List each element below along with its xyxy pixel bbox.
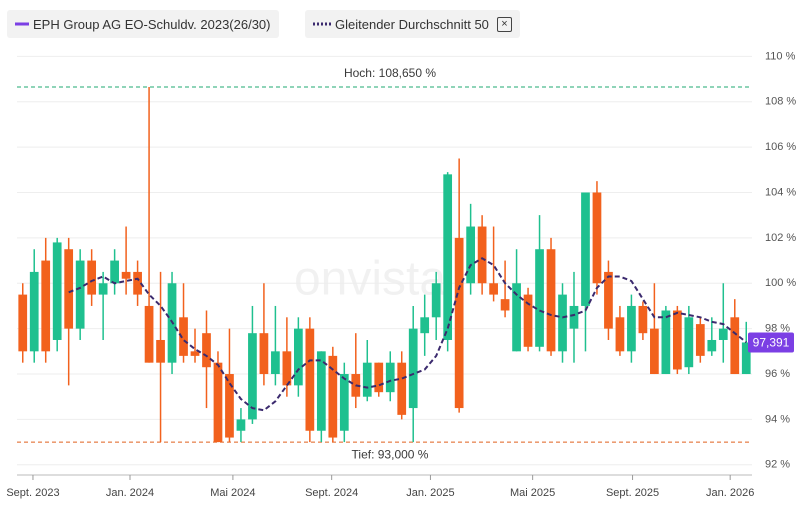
candle-body — [179, 317, 188, 356]
candle-body — [121, 271, 131, 279]
candle-body — [305, 328, 315, 431]
candle-body — [259, 333, 269, 375]
legend-label: Gleitender Durchschnitt 50 — [335, 16, 489, 32]
y-tick-label: 92 % — [765, 459, 790, 471]
candle-body — [489, 283, 498, 295]
candle-body — [638, 305, 648, 334]
candle-body — [385, 362, 395, 393]
candle-body — [202, 333, 211, 368]
candle-body — [144, 305, 154, 363]
watermark: onvista — [294, 253, 446, 306]
remove-button[interactable]: × — [496, 16, 512, 32]
legend-swatch — [313, 22, 331, 26]
candle-body — [512, 283, 521, 352]
candle-body — [558, 294, 567, 352]
candle-body — [569, 305, 579, 329]
candle-body — [523, 294, 533, 347]
candle-body — [98, 283, 108, 295]
candle-body — [133, 271, 142, 295]
y-tick-label: 108 % — [765, 96, 796, 108]
y-tick-label: 104 % — [765, 186, 796, 198]
price-label-bg — [748, 332, 794, 353]
y-tick-label: 94 % — [765, 413, 790, 425]
candle-body — [661, 310, 671, 375]
y-tick-label: 100 % — [765, 277, 796, 289]
candle-body — [718, 328, 728, 340]
candle-body — [362, 362, 372, 397]
y-tick-label: 96 % — [765, 368, 790, 380]
candle-body — [64, 249, 74, 329]
price-label: 97,391 — [753, 336, 790, 350]
annotation-bg — [340, 447, 440, 464]
candle-body — [592, 192, 602, 284]
x-tick-label: Jan. 2026 — [706, 487, 754, 499]
candle-body — [41, 260, 51, 352]
candle-body — [443, 174, 453, 340]
x-tick-label: Sept. 2024 — [305, 487, 358, 499]
annotation-label: Tief: 93,000 % — [352, 447, 429, 461]
x-tick-label: Mai 2025 — [510, 487, 555, 499]
candle-body — [328, 355, 338, 438]
legend-label: EPH Group AG EO-Schuldv. 2023(26/30) — [33, 16, 271, 32]
legend-swatch — [15, 22, 29, 26]
candle-body — [271, 351, 280, 375]
candle-body — [374, 362, 384, 393]
y-tick-label: 106 % — [765, 141, 796, 153]
candle-body — [535, 249, 544, 347]
x-tick-label: Mai 2024 — [210, 487, 255, 499]
candle-body — [29, 271, 39, 352]
annotation-bg — [340, 65, 440, 82]
x-tick-label: Jan. 2025 — [406, 487, 454, 499]
candle-body — [294, 328, 303, 386]
candle-body — [604, 271, 613, 329]
candle-body — [225, 374, 234, 438]
candle-body — [615, 317, 625, 352]
y-tick-label: 102 % — [765, 232, 796, 244]
candle-body — [741, 342, 751, 375]
candle-body — [431, 283, 441, 318]
candle-body — [684, 317, 694, 368]
x-tick-label: Jan. 2024 — [106, 487, 154, 499]
candle-body — [466, 226, 475, 284]
candle-body — [316, 351, 326, 431]
candle-body — [454, 237, 464, 409]
candle-body — [650, 328, 659, 375]
candle-body — [477, 226, 487, 284]
candle-body — [87, 260, 97, 295]
moving-average-line — [68, 257, 747, 412]
candle-body — [672, 310, 682, 370]
legend-item[interactable]: EPH Group AG EO-Schuldv. 2023(26/30) — [7, 10, 279, 38]
y-tick-label: 98 % — [765, 323, 790, 335]
x-tick-label: Sept. 2023 — [6, 487, 59, 499]
legend-item[interactable]: Gleitender Durchschnitt 50 × — [305, 10, 520, 38]
candle-body — [581, 192, 590, 306]
x-tick-label: Sept. 2025 — [606, 487, 659, 499]
candle-body — [213, 362, 223, 443]
candle-body — [282, 351, 292, 386]
annotation-label: Hoch: 108,650 % — [344, 66, 436, 80]
candle-body — [408, 328, 418, 409]
candle-body — [18, 294, 28, 352]
candle-body — [52, 242, 62, 340]
candle-body — [110, 260, 119, 284]
candle-body — [420, 317, 430, 334]
candle-body — [627, 305, 636, 352]
candle-body — [695, 324, 705, 356]
candle-body — [236, 419, 246, 431]
candle-body — [397, 362, 407, 415]
candle-body — [156, 339, 165, 363]
candle-body — [500, 299, 510, 311]
candle-body — [707, 339, 717, 352]
candle-body — [75, 260, 85, 329]
candle-body — [339, 374, 349, 431]
candle-body — [730, 317, 740, 375]
y-tick-label: 110 % — [765, 50, 796, 62]
candle-body — [190, 351, 200, 356]
candle-body — [248, 333, 257, 420]
candle-body — [546, 249, 556, 352]
